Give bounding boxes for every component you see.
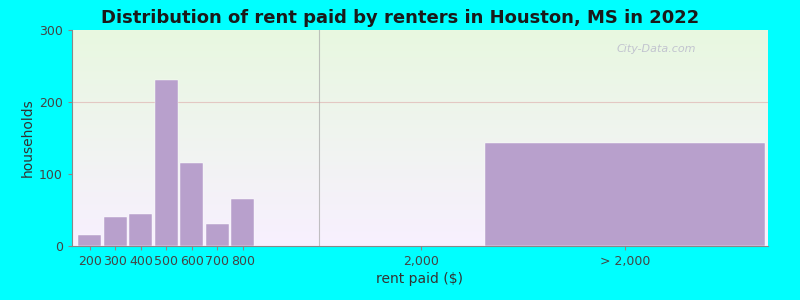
Bar — [206, 224, 229, 246]
Text: City-Data.com: City-Data.com — [617, 44, 696, 54]
Bar — [130, 214, 152, 246]
Text: Distribution of rent paid by renters in Houston, MS in 2022: Distribution of rent paid by renters in … — [101, 9, 699, 27]
Y-axis label: households: households — [21, 99, 35, 177]
Bar — [155, 80, 178, 246]
Bar — [104, 217, 127, 246]
Bar — [231, 199, 254, 246]
Bar — [485, 143, 766, 246]
Bar — [78, 235, 102, 246]
Bar — [180, 163, 203, 246]
X-axis label: rent paid ($): rent paid ($) — [377, 272, 463, 286]
